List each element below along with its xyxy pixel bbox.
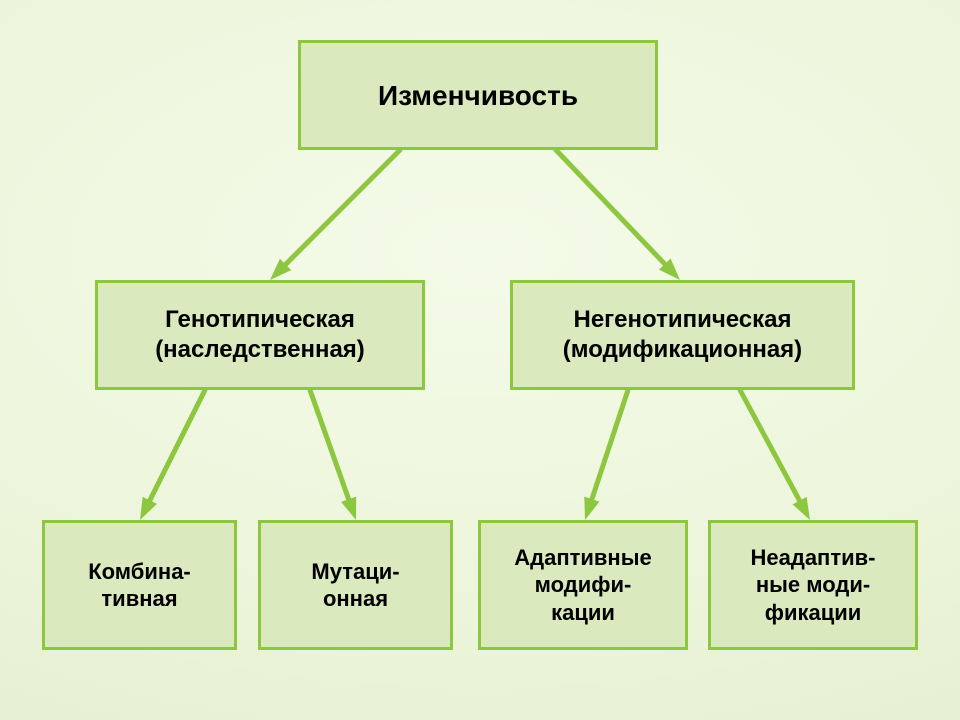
node-genotypic: Генотипическая (наследственная)	[95, 280, 425, 390]
node-nonadaptive-mod: Неадаптив- ные моди- фикации	[708, 520, 918, 650]
node-non-genotypic: Негенотипическая (модификационная)	[510, 280, 855, 390]
diagram-canvas: Изменчивость Генотипическая (наследствен…	[0, 0, 960, 720]
node-mutational: Мутаци- онная	[258, 520, 453, 650]
node-adaptive-mod: Адаптивные модифи- кации	[478, 520, 688, 650]
node-combinative: Комбина- тивная	[42, 520, 237, 650]
node-root: Изменчивость	[298, 40, 658, 150]
